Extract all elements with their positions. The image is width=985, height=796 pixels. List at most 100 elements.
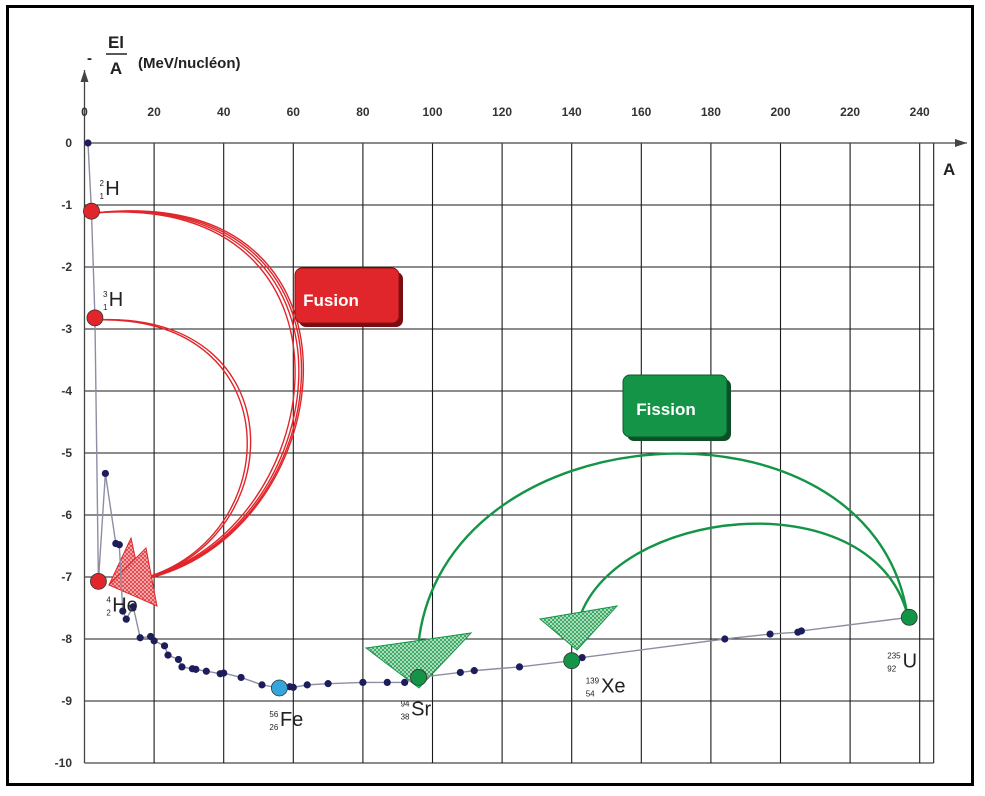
data-points <box>84 139 805 691</box>
data-point <box>192 665 200 673</box>
data-point <box>721 635 729 643</box>
nuclide-symbol: H <box>109 289 123 311</box>
x-tick-label: 240 <box>910 105 930 119</box>
nuclide-mass-number: 3 <box>103 290 108 299</box>
data-point <box>150 637 158 645</box>
data-point <box>220 669 228 677</box>
y-axis-numerator: El <box>108 33 124 52</box>
fusion-box <box>294 267 400 324</box>
x-axis-arrow <box>955 139 967 147</box>
y-axis-denominator: A <box>110 59 122 78</box>
data-point <box>164 651 172 659</box>
y-tick-label: -4 <box>61 384 72 398</box>
nuclide-marker-fe56 <box>270 679 288 697</box>
y-tick-label: -5 <box>61 446 72 460</box>
fusion-arrows <box>93 210 305 607</box>
grid <box>84 143 935 764</box>
y-tick-label: -1 <box>61 198 72 212</box>
fusion-label: Fusion <box>303 291 359 310</box>
fusion-arc-h2-outer-3 <box>93 210 300 584</box>
y-tick-label: -3 <box>61 322 72 336</box>
y-axis-unit: (MeV/nucléon) <box>138 55 241 72</box>
fission-label: Fission <box>636 400 696 419</box>
nuclide-marker-h2 <box>83 202 100 220</box>
x-tick-label: 140 <box>562 105 582 119</box>
y-axis-sign: - <box>87 50 92 67</box>
nuclide-atomic-number: 1 <box>99 192 104 201</box>
x-tick-label: 220 <box>840 105 860 119</box>
data-point <box>470 667 478 675</box>
data-point <box>202 667 210 675</box>
x-tick-label: 120 <box>492 105 512 119</box>
y-tick-label: -9 <box>61 694 72 708</box>
data-point <box>289 683 297 691</box>
data-point <box>797 627 805 635</box>
data-point <box>174 655 183 664</box>
x-tick-label: 40 <box>217 105 231 119</box>
fusion-arrowhead-2 <box>108 546 158 607</box>
y-tick-label: 0 <box>65 136 72 150</box>
nuclide-label-u235: 235 92 U <box>887 650 917 673</box>
data-point <box>178 663 186 671</box>
nuclide-mass-number: 2 <box>99 179 104 188</box>
y-axis-arrow <box>80 70 89 82</box>
nuclide-label-h2: 2 1 H <box>99 178 119 201</box>
x-tick-label: 100 <box>422 105 442 119</box>
x-tick-label: 180 <box>701 105 721 119</box>
nuclide-marker-he4 <box>90 572 107 590</box>
nuclide-mass-number: 56 <box>269 710 278 719</box>
nuclide-label-sr94: 94 38 Sr <box>401 698 432 721</box>
nuclide-marker-xe139 <box>563 652 581 670</box>
fusion-arc-h3-1 <box>93 319 252 584</box>
fusion-annotation: Fusion <box>294 267 403 327</box>
x-axis-title: A <box>943 160 955 179</box>
data-point <box>303 681 311 689</box>
nuclide-marker-u235 <box>900 608 918 626</box>
nuclide-atomic-number: 2 <box>106 608 111 617</box>
y-tick-label: -10 <box>55 756 73 770</box>
data-point <box>578 654 586 662</box>
data-point <box>129 603 137 611</box>
fission-arrows <box>364 452 909 689</box>
chart-frame: 0 20 40 60 80 100 120 140 160 180 200 220 240 0 -1 -2-… <box>6 5 974 786</box>
y-tick-labels: 0 -1 -2 -3 -4 -5 -6 -7 -8 -9 -10 <box>55 136 73 770</box>
x-tick-label: 20 <box>147 105 161 119</box>
y-tick-label: -6 <box>61 508 72 522</box>
nuclide-symbol: He <box>112 594 138 616</box>
data-point <box>84 139 92 147</box>
x-tick-label: 0 <box>81 105 88 119</box>
nuclide-label-fe56: 56 26 Fe <box>269 709 303 732</box>
nuclide-marker-sr94 <box>410 669 427 686</box>
nuclide-label-he4: 4 2 He <box>106 594 137 617</box>
nuclide-atomic-number: 54 <box>586 690 595 699</box>
y-tick-label: -8 <box>61 632 72 646</box>
fission-arrowhead-sr <box>364 632 473 689</box>
x-tick-label: 160 <box>631 105 651 119</box>
data-point <box>237 673 245 682</box>
nuclide-atomic-number: 26 <box>269 723 278 732</box>
y-tick-label: -7 <box>61 570 72 584</box>
data-point <box>766 630 774 638</box>
nuclide-mass-number: 94 <box>401 699 410 708</box>
nuclide-atomic-number: 92 <box>887 664 896 673</box>
fission-box <box>622 374 728 438</box>
fusion-arc-h2-outer-2 <box>93 210 303 584</box>
nuclide-symbol: Fe <box>280 709 303 731</box>
fusion-arc-h3-2 <box>93 319 248 584</box>
y-tick-label: -2 <box>61 260 72 274</box>
data-point <box>115 541 123 549</box>
nuclide-atomic-number: 38 <box>401 712 410 721</box>
data-point <box>359 678 367 687</box>
nuclide-atomic-number: 1 <box>103 303 108 312</box>
fission-arc-xe <box>576 522 909 624</box>
nuclide-mass-number: 139 <box>586 677 600 686</box>
data-point <box>101 469 109 478</box>
nuclide-mass-number: 235 <box>887 651 901 660</box>
nuclide-symbol: U <box>903 650 917 672</box>
data-point <box>383 678 391 687</box>
x-tick-label: 200 <box>770 105 790 119</box>
data-point <box>456 668 464 677</box>
data-point <box>324 680 332 688</box>
nuclide-symbol: Sr <box>411 698 431 720</box>
